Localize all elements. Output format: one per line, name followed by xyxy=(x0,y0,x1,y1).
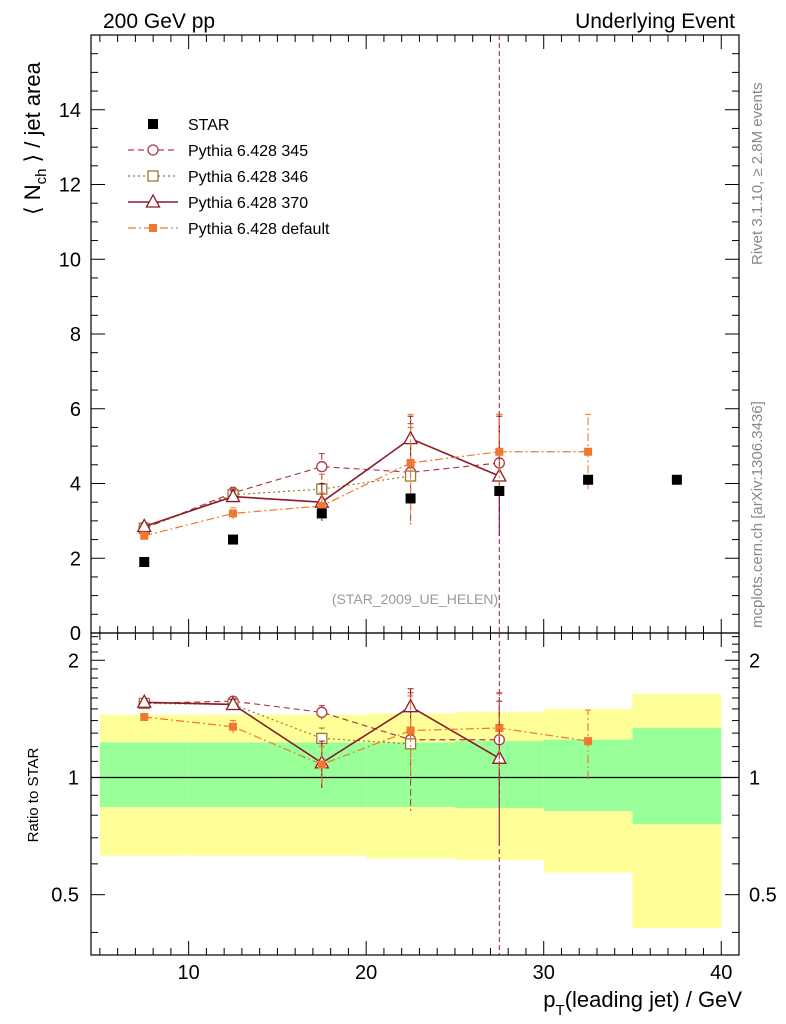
main-point-star xyxy=(316,508,327,519)
ratio-band-green xyxy=(99,742,189,807)
main-point-py345 xyxy=(316,461,328,473)
main-point-star xyxy=(583,474,594,485)
header-right: Underlying Event xyxy=(575,10,735,33)
y-axis-label-main: ⟨ N xyxy=(20,184,45,215)
ratio-y-axis-label: Ratio to STAR xyxy=(25,747,42,842)
main-point-pydefault xyxy=(317,501,326,510)
main-x-ticks xyxy=(99,35,740,633)
mcplots-label: mcplots.cern.ch [arXiv:1306.3436] xyxy=(749,401,766,628)
main-series-layer xyxy=(136,35,682,633)
main-point-py370 xyxy=(225,488,241,503)
main-y-tick-label: 8 xyxy=(70,324,81,346)
ratio-point-pydefault xyxy=(317,760,326,769)
legend-marker-py346 xyxy=(147,170,159,182)
main-point-pydefault xyxy=(140,531,149,540)
main-point-star xyxy=(494,485,505,496)
ratio-y-tick-label: 0.5 xyxy=(51,885,79,907)
ratio-point-pydefault xyxy=(495,723,504,732)
main-point-pydefault xyxy=(406,458,415,467)
ratio-x-tick-label: 20 xyxy=(355,962,377,984)
legend-label-py370: Pythia 6.428 370 xyxy=(188,195,308,212)
main-y-tick-label: 12 xyxy=(59,175,81,197)
ratio-point-py370 xyxy=(225,696,241,711)
ratio-line-py346 xyxy=(144,702,411,745)
ratio-point-py370 xyxy=(136,693,152,708)
ratio-y-tick-label-right: 0.5 xyxy=(749,885,777,907)
ratio-band-green xyxy=(188,742,278,807)
legend-label-pydefault: Pythia 6.428 default xyxy=(188,221,330,238)
main-y-axis-label: ⟨ Nch ⟩ / jet area xyxy=(20,61,50,215)
legend-label-py346: Pythia 6.428 346 xyxy=(188,169,308,186)
ratio-point-pydefault xyxy=(584,737,593,746)
main-series-py346 xyxy=(138,426,417,534)
main-y-tick-label: 4 xyxy=(70,474,81,496)
ratio-y-tick-label-right: 1 xyxy=(749,767,760,789)
main-point-py370 xyxy=(136,518,152,533)
analysis-tag: (STAR_2009_UE_HELEN) xyxy=(332,591,498,607)
x-axis-label-tail: (leading jet) / GeV xyxy=(565,987,743,1012)
x-axis-label: pT(leading jet) / GeV xyxy=(543,987,742,1019)
ratio-point-pydefault xyxy=(140,712,149,721)
main-point-pydefault xyxy=(584,447,593,456)
ratio-line-pydefault xyxy=(144,716,589,766)
ratio-line-py345 xyxy=(144,700,500,741)
main-y-tick-label: 10 xyxy=(59,249,81,271)
y-axis-label-tail: ⟩ / jet area xyxy=(20,61,45,168)
x-axis-label-main: p xyxy=(543,987,555,1012)
ratio-x-tick-label: 40 xyxy=(710,962,732,984)
legend: STAR Pythia 6.428 345 Pythia 6.428 346 Pyth… xyxy=(128,117,330,238)
ratio-y-tick-label-right: 2 xyxy=(749,650,760,672)
legend-marker-py370 xyxy=(145,193,161,208)
legend-label-star: STAR xyxy=(188,117,229,134)
main-series-pydefault xyxy=(140,413,593,540)
main-y-tick-label: 6 xyxy=(70,399,81,421)
main-series-star xyxy=(139,474,682,567)
ratio-x-tick-label: 10 xyxy=(178,962,200,984)
main-point-py370 xyxy=(491,467,507,482)
x-axis-label-sub: T xyxy=(556,1002,565,1019)
ratio-panel: 0.5 0.5 1 1 2 2 10 20 30 40 Ratio to STAR pT(lea… xyxy=(25,632,777,1019)
ratio-point-pydefault xyxy=(406,726,415,735)
legend-marker-py345 xyxy=(147,144,159,156)
ratio-band-green xyxy=(632,727,722,824)
main-point-pydefault xyxy=(229,509,238,518)
ratio-point-pydefault xyxy=(229,722,238,731)
main-point-star xyxy=(671,474,682,485)
ratio-point-py345 xyxy=(316,706,328,718)
legend-label-py345: Pythia 6.428 345 xyxy=(188,143,308,160)
main-y-tick-label: 2 xyxy=(70,548,81,570)
main-point-pydefault xyxy=(495,447,504,456)
main-line-py346 xyxy=(144,475,411,529)
header-left: 200 GeV pp xyxy=(103,10,215,33)
ratio-y-tick-label: 2 xyxy=(68,650,79,672)
main-point-star xyxy=(228,534,239,545)
main-y-tick-label: 14 xyxy=(59,100,81,122)
legend-marker-star xyxy=(148,119,158,129)
ratio-panel-frame xyxy=(90,632,740,956)
main-y-ticks: 0 2 4 6 8 10 12 14 xyxy=(59,34,739,645)
ratio-y-ticks: 0.5 0.5 1 1 2 2 xyxy=(51,636,777,933)
ratio-x-ticks: 10 20 30 40 xyxy=(99,633,740,984)
ratio-y-tick-label: 1 xyxy=(68,767,79,789)
main-point-star xyxy=(139,556,150,567)
main-line-pydefault xyxy=(144,451,589,537)
rivet-label: Rivet 3.1.10, ≥ 2.8M events xyxy=(749,83,766,266)
ratio-x-tick-label: 30 xyxy=(533,962,555,984)
main-point-star xyxy=(405,493,416,504)
main-y-tick-label: 0 xyxy=(70,623,81,645)
legend-marker-pydefault xyxy=(149,224,157,232)
y-axis-label-sub: ch xyxy=(33,169,50,185)
main-line-py345 xyxy=(144,462,500,529)
